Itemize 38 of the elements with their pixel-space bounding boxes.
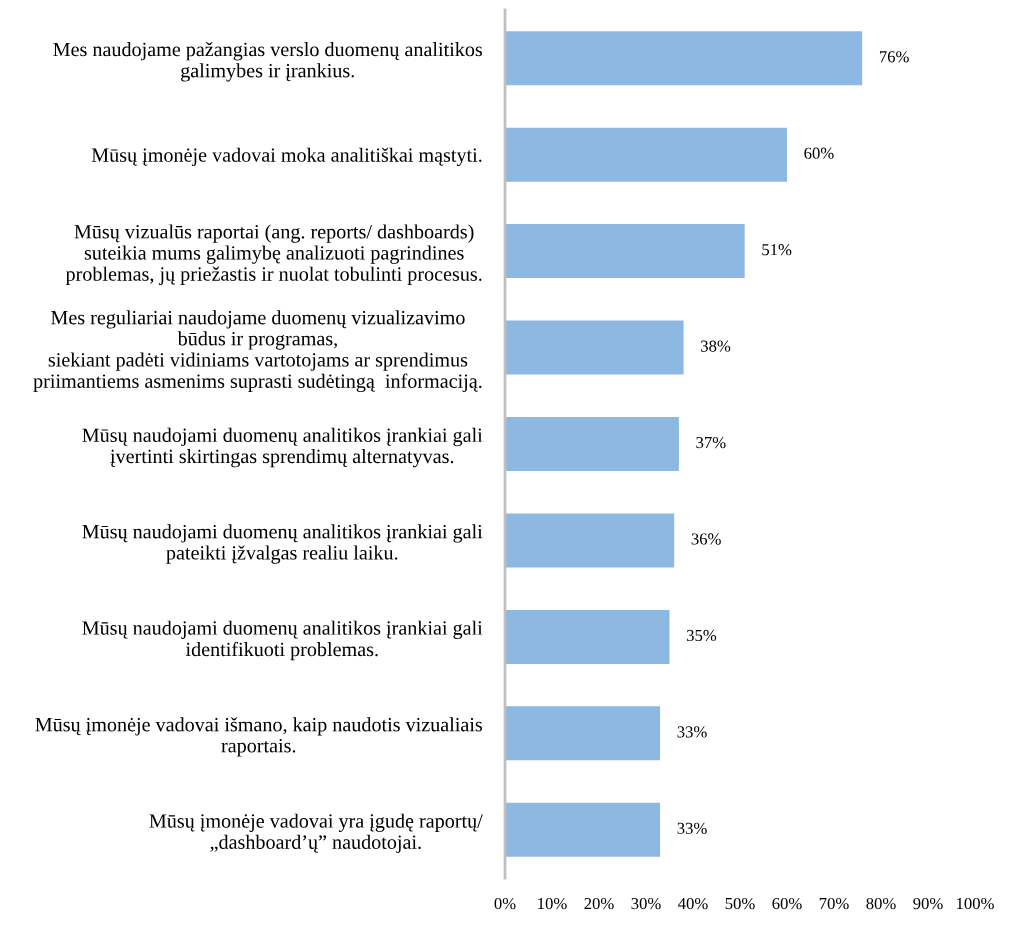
y-tick-label: Mes naudojame pažangias verslo duomenų analitikos galimybes ir įrankius. [53, 42, 483, 82]
bar [505, 127, 787, 182]
data-label: 76% [879, 51, 909, 63]
data-label: 38% [701, 340, 731, 352]
bar [505, 224, 745, 279]
y-tick-label: Mūsų naudojami duomenų analitikos įrankiai gali identifikuoti problemas. [82, 620, 483, 661]
x-tick-label: 50% [725, 897, 755, 910]
y-tick-label: Mūsų vizualūs raportai (ang. reports/ dashboards) suteikia mums galimybę analizuoti pagrindines problemas, jų priežastis ir nuolat tobulinti procesus. [65, 224, 482, 285]
bar [505, 802, 661, 857]
y-tick-label: Mūsų naudojami duomenų analitikos įrankiai gali pateikti įžvalgas realiu laiku. [82, 524, 483, 564]
bar [505, 417, 679, 471]
x-tick-label: 10% [538, 897, 567, 910]
data-label: 51% [762, 244, 792, 256]
bar [505, 706, 661, 761]
bar [505, 31, 863, 86]
x-tick-label: 40% [678, 897, 708, 910]
data-label: 36% [691, 533, 721, 545]
x-tick-label: 100% [957, 897, 994, 910]
x-tick-label: 20% [584, 897, 614, 910]
x-tick-label: 0% [494, 897, 516, 910]
bar [505, 320, 684, 375]
data-label: 33% [677, 726, 707, 738]
data-label: 33% [677, 822, 707, 834]
y-tick-label: Mūsų įmonėje vadovai moka analitiškai mąstyti. [91, 147, 482, 167]
x-tick-label: 90% [913, 897, 943, 910]
x-tick-label: 80% [866, 897, 896, 910]
data-label: 35% [686, 629, 717, 642]
data-label: 37% [696, 436, 726, 449]
bar [505, 513, 675, 568]
y-tick-label: Mūsų įmonėje vadovai išmano, kaip naudotis vizualiais raportais. [35, 717, 483, 757]
x-tick-label: 60% [772, 897, 802, 910]
data-label: 60% [804, 147, 834, 159]
x-tick-label: 70% [819, 897, 849, 910]
y-tick-label: Mūsų įmonėje vadovai yra įgudę raportų/ „dashboard’ų” naudotojai. [149, 813, 483, 854]
bar [505, 609, 670, 664]
x-tick-label: 30% [631, 897, 661, 910]
y-tick-label: Mes reguliariai naudojame duomenų vizualizavimo būdus ir programas, siekiant padėti vidiniams vartotojams ar sprendimus priimantiems asmenims suprasti sudėtingą informaciją. [33, 310, 482, 393]
y-tick-label: Mūsų naudojami duomenų analitikos įrankiai gali įvertinti skirtingas sprendimų alternatyvas. [82, 427, 483, 468]
